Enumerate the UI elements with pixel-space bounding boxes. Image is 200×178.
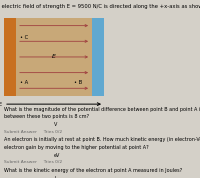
Text: • C: • C — [20, 35, 28, 40]
Text: An electric field of strength E = 9500 N/C is directed along the +x-axis as show: An electric field of strength E = 9500 N… — [0, 4, 200, 9]
Bar — [16, 18, 92, 96]
Text: • B: • B — [74, 80, 82, 85]
Text: E: E — [52, 54, 56, 59]
Text: electron gain by moving to the higher potential at point A?: electron gain by moving to the higher po… — [4, 145, 149, 150]
Text: What is the kinetic energy of the electron at point A measured in Joules?: What is the kinetic energy of the electr… — [4, 168, 182, 173]
Bar — [92, 18, 104, 96]
Text: Submit Answer     Tries 0/2: Submit Answer Tries 0/2 — [4, 160, 62, 164]
Text: E: E — [0, 102, 2, 107]
Text: Submit Answer     Tries 0/2: Submit Answer Tries 0/2 — [4, 130, 62, 134]
Text: between these two points is 8 cm?: between these two points is 8 cm? — [4, 114, 89, 119]
Text: J: J — [54, 176, 56, 178]
Bar — [4, 18, 16, 96]
Text: eV: eV — [54, 153, 60, 158]
Text: • A: • A — [20, 80, 28, 85]
Text: V: V — [54, 122, 57, 127]
Text: What is the magnitude of the potential difference between point B and point A if: What is the magnitude of the potential d… — [4, 107, 200, 112]
Text: An electron is initially at rest at point B. How much kinetic energy (in electro: An electron is initially at rest at poin… — [4, 137, 200, 142]
